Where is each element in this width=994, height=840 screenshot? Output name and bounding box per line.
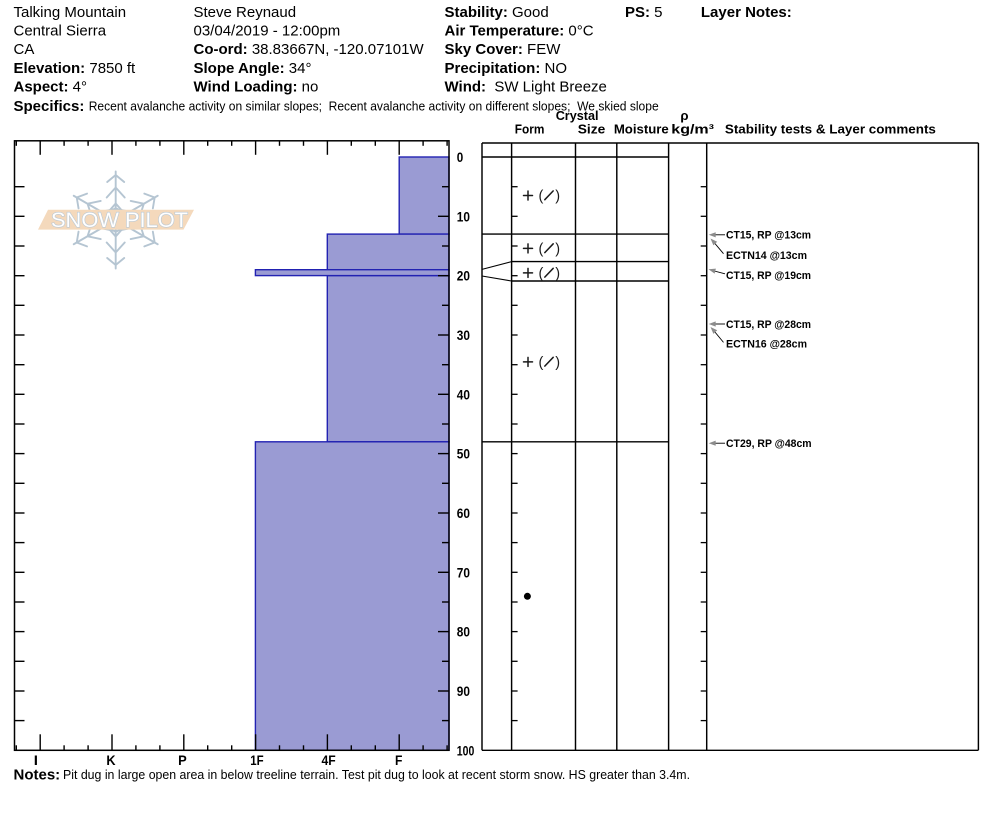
svg-text:70: 70 [457,564,470,580]
svg-text:Moisture: Moisture [614,122,669,137]
svg-text:30: 30 [457,327,470,343]
svg-text:Slope Angle: 34°: Slope Angle: 34° [194,60,312,77]
svg-text:Pit dug in large open area in: Pit dug in large open area in below tree… [63,767,690,782]
svg-text:CA: CA [14,41,35,58]
svg-text:CT29, RP @48cm: CT29, RP @48cm [726,438,812,450]
svg-text:Size: Size [578,122,606,137]
svg-text:Elevation: 7850 ft: Elevation: 7850 ft [14,60,137,77]
svg-text:kg/m³: kg/m³ [671,122,714,137]
svg-text:Aspect: 4°: Aspect: 4° [14,78,88,95]
svg-text:80: 80 [457,624,470,640]
svg-text:ECTN14 @13cm: ECTN14 @13cm [726,250,807,262]
svg-text:K: K [106,752,115,768]
svg-text:): ) [555,355,560,371]
svg-text:Stability: Good: Stability: Good [445,4,549,21]
svg-text:Talking Mountain: Talking Mountain [14,4,127,21]
svg-text:10: 10 [457,208,470,224]
svg-text:): ) [555,189,560,205]
svg-text:40: 40 [457,386,470,402]
svg-text:Specifics:: Specifics: [14,98,85,115]
svg-text:Recent avalanche activity on s: Recent avalanche activity on similar slo… [89,99,659,114]
svg-text:Layer Notes:: Layer Notes: [701,4,792,21]
svg-text:PS: 5: PS: 5 [625,4,663,21]
svg-text:Central Sierra: Central Sierra [14,23,107,40]
svg-text:CT15, RP @19cm: CT15, RP @19cm [726,270,811,282]
svg-text:Stability tests & Layer commen: Stability tests & Layer comments [725,122,936,137]
svg-text:CT15, RP @28cm: CT15, RP @28cm [726,319,811,331]
svg-text:Wind: SW Light Breeze: Wind: SW Light Breeze [445,78,607,95]
svg-text:ECTN16 @28cm: ECTN16 @28cm [726,339,807,351]
svg-text:90: 90 [457,683,470,699]
svg-text:I: I [34,752,38,768]
svg-text:): ) [555,266,560,282]
svg-text:(: ( [539,189,544,205]
svg-text:): ) [555,242,560,258]
svg-text:Air Temperature: 0°C: Air Temperature: 0°C [445,23,594,40]
svg-text:Sky Cover: FEW: Sky Cover: FEW [445,41,562,58]
svg-text:0: 0 [457,149,464,165]
svg-text:(: ( [539,242,544,258]
svg-text:Wind Loading: no: Wind Loading: no [194,78,319,95]
svg-text:60: 60 [457,505,470,521]
svg-text:1F: 1F [250,752,264,768]
svg-text:(: ( [539,266,544,282]
svg-text:F: F [395,752,403,768]
svg-text:Crystal: Crystal [556,108,599,123]
svg-text:(: ( [539,355,544,371]
svg-text:Notes:: Notes: [14,767,61,784]
svg-text:ρ: ρ [680,108,688,123]
svg-text:4F: 4F [322,752,337,768]
svg-text:20: 20 [457,268,470,284]
svg-text:CT15, RP @13cm: CT15, RP @13cm [726,230,811,242]
svg-text:SNOW PILOT: SNOW PILOT [51,208,188,232]
svg-text:Precipitation: NO: Precipitation: NO [445,60,568,77]
svg-text:Form: Form [515,122,545,137]
svg-text:50: 50 [457,446,470,462]
svg-text:03/04/2019 - 12:00pm: 03/04/2019 - 12:00pm [194,23,341,40]
svg-text:Steve Reynaud: Steve Reynaud [194,4,297,21]
svg-text:P: P [178,752,187,768]
svg-text:100: 100 [457,742,475,758]
svg-text:Co-ord: 38.83667N, -120.07101W: Co-ord: 38.83667N, -120.07101W [194,41,425,58]
